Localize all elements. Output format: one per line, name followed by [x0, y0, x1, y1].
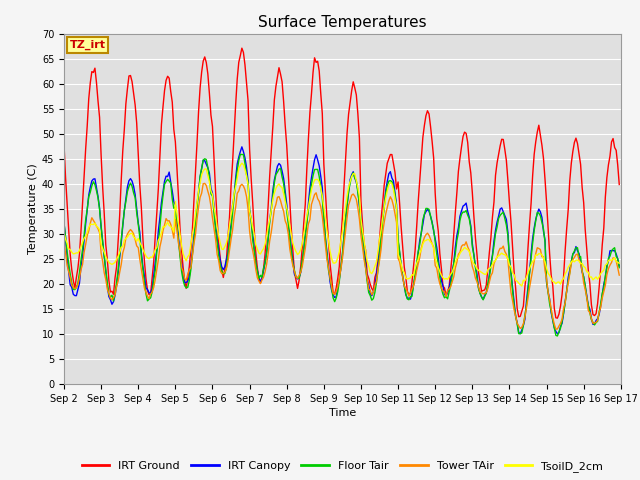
TsoilD_2cm — [226, 223, 234, 228]
TsoilD_2cm — [128, 230, 136, 236]
Line: Floor Tair: Floor Tair — [64, 155, 620, 336]
Tower TAir — [255, 278, 263, 284]
IRT Canopy — [616, 263, 623, 269]
Floor Tair — [246, 207, 253, 213]
Tower TAir — [60, 240, 68, 246]
Line: TsoilD_2cm: TsoilD_2cm — [64, 163, 620, 286]
Floor Tair — [237, 152, 244, 157]
IRT Ground — [588, 302, 595, 308]
IRT Canopy — [588, 316, 595, 322]
X-axis label: Time: Time — [329, 408, 356, 418]
IRT Ground — [60, 141, 68, 147]
IRT Canopy — [128, 178, 136, 184]
Floor Tair — [255, 276, 263, 282]
TsoilD_2cm — [238, 160, 246, 166]
Tower TAir — [128, 228, 136, 234]
Tower TAir — [227, 237, 235, 242]
TsoilD_2cm — [305, 205, 312, 211]
Line: Tower TAir: Tower TAir — [64, 183, 620, 329]
Tower TAir — [552, 326, 559, 332]
Line: IRT Canopy: IRT Canopy — [64, 147, 620, 334]
Line: IRT Ground: IRT Ground — [64, 48, 620, 318]
IRT Ground — [226, 214, 234, 220]
TsoilD_2cm — [616, 260, 623, 266]
IRT Ground — [616, 181, 623, 187]
IRT Ground — [246, 146, 253, 152]
IRT Ground — [128, 79, 136, 84]
IRT Canopy — [554, 331, 561, 336]
TsoilD_2cm — [255, 250, 263, 256]
IRT Canopy — [238, 144, 246, 150]
IRT Canopy — [246, 207, 253, 213]
Floor Tair — [554, 333, 561, 339]
IRT Ground — [305, 136, 312, 142]
TsoilD_2cm — [246, 208, 253, 214]
IRT Canopy — [255, 274, 263, 280]
Tower TAir — [588, 316, 595, 322]
Tower TAir — [246, 228, 253, 234]
Tower TAir — [616, 272, 623, 278]
TsoilD_2cm — [588, 274, 595, 280]
IRT Canopy — [60, 220, 68, 226]
IRT Ground — [255, 276, 263, 282]
IRT Canopy — [226, 237, 234, 243]
Y-axis label: Temperature (C): Temperature (C) — [28, 163, 38, 254]
TsoilD_2cm — [518, 283, 525, 289]
Floor Tair — [226, 240, 234, 245]
Floor Tair — [616, 265, 623, 271]
IRT Ground — [554, 315, 561, 321]
Title: Surface Temperatures: Surface Temperatures — [258, 15, 427, 30]
IRT Ground — [238, 45, 246, 51]
Floor Tair — [588, 317, 595, 323]
Floor Tair — [60, 220, 68, 226]
Floor Tair — [128, 183, 136, 189]
Tower TAir — [201, 180, 209, 186]
Floor Tair — [305, 208, 312, 214]
TsoilD_2cm — [60, 230, 68, 236]
Text: TZ_irt: TZ_irt — [70, 40, 106, 50]
Tower TAir — [305, 221, 312, 227]
IRT Canopy — [305, 201, 312, 207]
Legend: IRT Ground, IRT Canopy, Floor Tair, Tower TAir, TsoilD_2cm: IRT Ground, IRT Canopy, Floor Tair, Towe… — [77, 457, 607, 477]
